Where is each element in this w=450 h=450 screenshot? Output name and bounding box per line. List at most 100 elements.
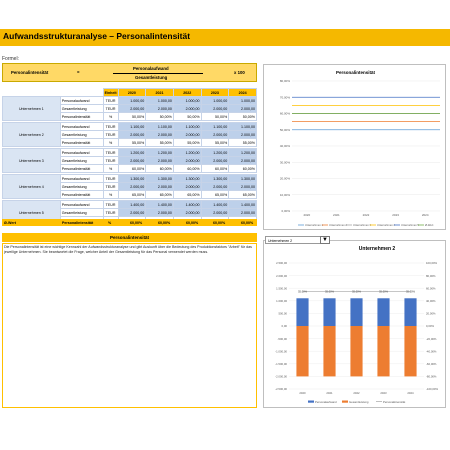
input-value-cell[interactable]: 1.200,00 [200, 148, 230, 157]
y2-tick-label: -100,00% [426, 387, 438, 391]
input-value-cell[interactable]: 1.200,00 [228, 148, 257, 157]
input-value-cell[interactable]: 2.000,00 [200, 208, 230, 217]
y-tick-label: 2.500,00 [276, 261, 287, 265]
bar-chart-panel: Unternehmen 2 -2.500,00 -100,00% -2.000,00 -… [263, 240, 446, 408]
input-value-cell[interactable]: 2.000,00 [172, 208, 202, 217]
input-value-cell[interactable]: 1.000,00 [172, 96, 202, 105]
input-value-cell[interactable]: 2.000,00 [172, 130, 202, 139]
input-value-cell[interactable]: 2.000,00 [145, 156, 174, 165]
table-row: Personalintensität% 65,00% 65,00% 65,00% 65,… [3, 190, 257, 199]
data-label: 55,00% [352, 289, 361, 293]
metric-label-cell: Personalintensität [59, 164, 104, 173]
x-tick-label: 2023 [380, 391, 387, 395]
unit-header: Einheit [102, 88, 119, 97]
input-value-cell[interactable]: 1.200,00 [117, 148, 147, 157]
input-value-cell[interactable]: 2.000,00 [145, 130, 174, 139]
formula-denominator: Gesamtleistung [135, 74, 168, 80]
input-value-cell[interactable]: 2.000,00 [228, 182, 257, 191]
input-value-cell[interactable]: 1.000,00 [117, 96, 147, 105]
input-value-cell[interactable]: 1.100,00 [228, 122, 257, 131]
input-value-cell[interactable]: 2.000,00 [228, 156, 257, 165]
input-value-cell[interactable]: 1.300,00 [228, 174, 257, 183]
input-value-cell[interactable]: 1.100,00 [172, 122, 202, 131]
input-value-cell[interactable]: 1.100,00 [117, 122, 147, 131]
metric-label-cell: Personalintensität [59, 138, 104, 147]
metric-label-cell: Gesamtleistung [59, 182, 104, 191]
input-value-cell[interactable]: 2.000,00 [117, 156, 147, 165]
y-tick-label: -2.000,00 [275, 375, 287, 379]
input-value-cell[interactable]: 2.000,00 [117, 208, 147, 217]
chevron-down-icon[interactable]: ▼ [320, 236, 330, 244]
legend-label: Gesamtleistung [349, 400, 369, 404]
input-value-cell[interactable]: 2.000,00 [200, 182, 230, 191]
input-value-cell[interactable]: 1.300,00 [172, 174, 202, 183]
input-value-cell[interactable]: 1.400,00 [200, 200, 230, 209]
data-label: 55,00% [325, 289, 334, 293]
input-value-cell[interactable]: 2.000,00 [172, 104, 202, 113]
input-value-cell[interactable]: 1.100,00 [200, 122, 230, 131]
company-name-cell: Unternehmen 2 [2, 122, 61, 147]
input-value-cell[interactable]: 1.300,00 [200, 174, 230, 183]
intensity-cell: 65,00% [172, 190, 202, 199]
metric-label-cell: Personalaufwand [59, 200, 104, 209]
intensity-cell: 50,00% [145, 112, 174, 121]
input-value-cell[interactable]: 2.000,00 [200, 130, 230, 139]
input-value-cell[interactable]: 2.000,00 [117, 104, 147, 113]
input-value-cell[interactable]: 1.000,00 [228, 96, 257, 105]
unit-cell: TEUR [102, 156, 119, 165]
input-value-cell[interactable]: 2.000,00 [117, 130, 147, 139]
input-value-cell[interactable]: 2.000,00 [172, 156, 202, 165]
input-value-cell[interactable]: 1.000,00 [145, 96, 174, 105]
input-value-cell[interactable]: 1.400,00 [145, 200, 174, 209]
y2-tick-label: -60,00% [426, 362, 437, 366]
legend-label: Ø-Wert [425, 223, 434, 227]
metric-label-cell: Gesamtleistung [59, 130, 104, 139]
x-tick-label: 2021 [333, 213, 340, 217]
input-value-cell[interactable]: 1.200,00 [172, 148, 202, 157]
line-chart-panel: Personalintensität 0,00% 10,00% 20,00% 30,00… [263, 64, 446, 230]
input-value-cell[interactable]: 1.200,00 [145, 148, 174, 157]
input-value-cell[interactable]: 2.000,00 [228, 208, 257, 217]
input-value-cell[interactable]: 1.400,00 [228, 200, 257, 209]
y-tick-label: -1.000,00 [275, 349, 287, 353]
input-value-cell[interactable]: 2.000,00 [145, 208, 174, 217]
bar [296, 298, 309, 326]
input-value-cell[interactable]: 2.000,00 [200, 156, 230, 165]
input-value-cell[interactable]: 2.000,00 [228, 104, 257, 113]
y-tick-label: -500,00 [278, 337, 288, 341]
average-row: Ø-Wert Personalintensität % 60,00% 60,00… [2, 219, 257, 226]
line-chart: Personalintensität 0,00% 10,00% 20,00% 30,00… [280, 70, 440, 227]
x-tick-label: 2020 [303, 213, 310, 217]
y-tick-label: 50,00% [280, 128, 291, 132]
input-value-cell[interactable]: 1.100,00 [145, 122, 174, 131]
legend-label: Personalintensität [383, 400, 405, 404]
input-value-cell[interactable]: 1.400,00 [172, 200, 202, 209]
input-value-cell[interactable]: 2.000,00 [172, 182, 202, 191]
table-row: Personalintensität% 55,00% 55,00% 55,00% 55,… [3, 138, 257, 147]
input-value-cell[interactable]: 2.000,00 [117, 182, 147, 191]
metric-label-cell: Personalintensität [59, 112, 104, 121]
year-header: 2024 [228, 88, 257, 97]
table-row: Personalintensität% 50,00% 50,00% 50,00% 50,… [3, 112, 257, 121]
metric-label-cell: Personalaufwand [59, 174, 104, 183]
legend-swatch [342, 400, 348, 403]
description-text: Die Personalintensität ist eine wichtige… [4, 245, 252, 254]
intensity-cell: 55,00% [145, 138, 174, 147]
y-tick-label: 10,00% [280, 193, 291, 197]
input-value-cell[interactable]: 1.000,00 [200, 96, 230, 105]
input-value-cell[interactable]: 2.000,00 [145, 182, 174, 191]
unit-cell: TEUR [102, 182, 119, 191]
input-value-cell[interactable]: 1.300,00 [145, 174, 174, 183]
legend-label: Unternehmen 5 [401, 223, 419, 227]
input-value-cell[interactable]: 1.300,00 [117, 174, 147, 183]
input-value-cell[interactable]: 1.400,00 [117, 200, 147, 209]
page-title: Aufwandsstrukturanalyse – Personalintens… [3, 31, 191, 41]
input-value-cell[interactable]: 2.000,00 [145, 104, 174, 113]
unit-cell: TEUR [102, 174, 119, 183]
y2-tick-label: 60,00% [426, 286, 436, 290]
table-row: Unternehmen 5 Personalaufwand TEUR 1.400,00… [2, 200, 257, 225]
average-label: Personalintensität [62, 220, 94, 225]
intensity-cell: 60,00% [200, 164, 230, 173]
input-value-cell[interactable]: 2.000,00 [200, 104, 230, 113]
input-value-cell[interactable]: 2.000,00 [228, 130, 257, 139]
